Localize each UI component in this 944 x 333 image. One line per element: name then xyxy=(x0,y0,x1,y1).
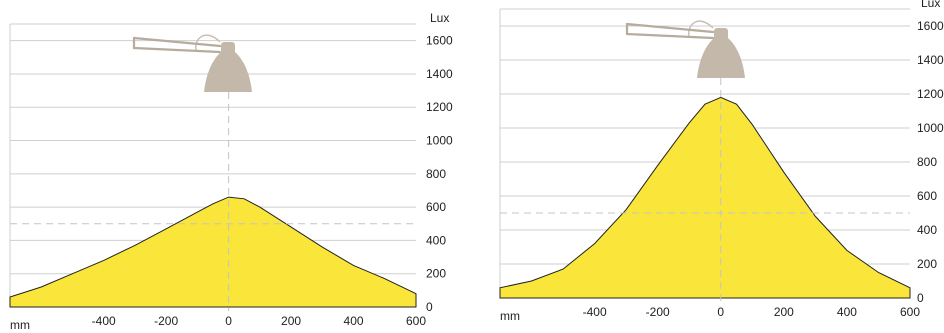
desk-lamp-icon xyxy=(625,20,745,78)
x-tick-label: 0 xyxy=(225,314,232,328)
lamp-arm xyxy=(132,36,222,54)
x-tick-label: -200 xyxy=(154,314,178,328)
x-tick-label: 200 xyxy=(774,305,794,319)
y-tick-label: 1600 xyxy=(426,34,453,48)
y-tick-label: 800 xyxy=(917,155,937,169)
y-tick-label: 1000 xyxy=(426,134,453,148)
y-axis-title: Lux xyxy=(430,11,449,25)
x-tick-label: 600 xyxy=(900,305,920,319)
x-tick-label: -400 xyxy=(583,305,607,319)
lamp-shade xyxy=(697,38,745,78)
x-axis-title: mm xyxy=(10,318,30,332)
x-tick-label: 400 xyxy=(837,305,857,319)
y-tick-label: 1400 xyxy=(426,67,453,81)
chart-panel-left: 0 200 400 600 800 1000 1200 1400 1600 Lux -400 -200… xyxy=(9,11,453,332)
x-tick-label: 0 xyxy=(717,305,724,319)
lamp-neck xyxy=(221,42,235,54)
y-tick-label: 400 xyxy=(917,223,937,237)
y-tick-label: 0 xyxy=(426,300,433,314)
x-axis-title: mm xyxy=(500,309,520,323)
x-tick-label: 400 xyxy=(344,314,364,328)
y-tick-label: 400 xyxy=(426,233,446,247)
lamp-shade xyxy=(204,52,252,92)
lamp-cord xyxy=(195,34,221,51)
y-tick-label: 1400 xyxy=(917,53,944,67)
y-tick-label: 1000 xyxy=(917,121,944,135)
y-tick-label: 1200 xyxy=(426,100,453,114)
desk-lamp-icon xyxy=(132,34,252,92)
y-tick-label: 800 xyxy=(426,167,446,181)
x-tick-label: 600 xyxy=(406,314,426,328)
y-tick-label: 0 xyxy=(917,291,924,305)
y-tick-label: 200 xyxy=(917,257,937,271)
illuminance-area xyxy=(499,96,911,299)
x-tick-label: -400 xyxy=(92,314,116,328)
y-tick-label: 600 xyxy=(917,189,937,203)
lamp-cord xyxy=(688,20,714,37)
y-tick-label: 600 xyxy=(426,200,446,214)
x-tick-label: 200 xyxy=(281,314,301,328)
lamp-arm xyxy=(625,22,715,40)
x-tick-label: -200 xyxy=(646,305,670,319)
illuminance-area xyxy=(9,196,417,308)
chart-panel-right: 0 200 400 600 800 1000 1200 1400 1600 Lux -400 -200… xyxy=(499,0,944,323)
y-tick-label: 200 xyxy=(426,267,446,281)
y-axis-title: Lux xyxy=(921,0,940,10)
lamp-neck xyxy=(714,28,728,40)
y-tick-label: 1600 xyxy=(917,19,944,33)
y-tick-label: 1200 xyxy=(917,87,944,101)
